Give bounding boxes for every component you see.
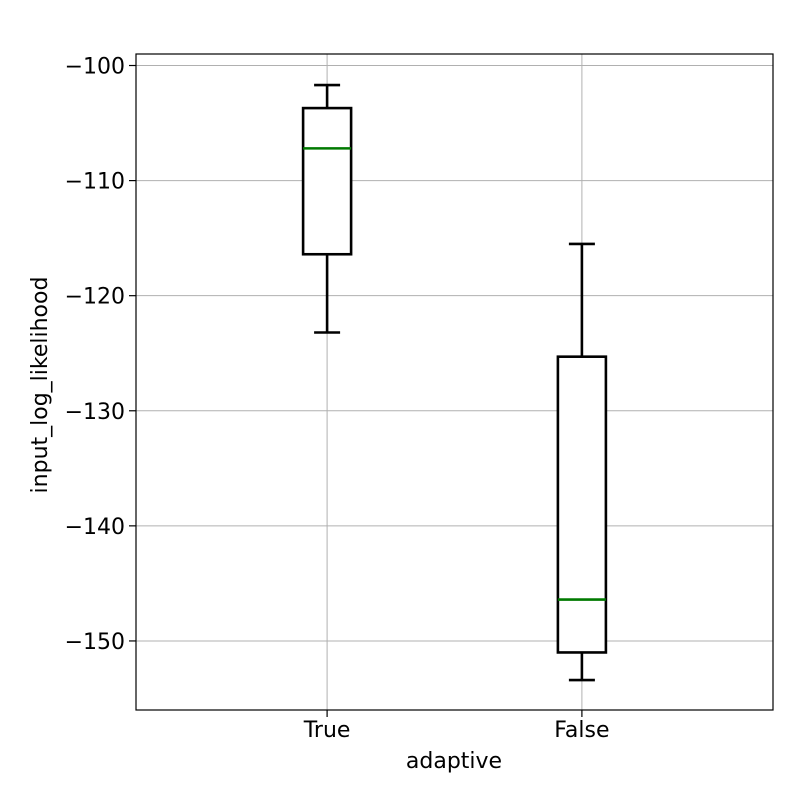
tick-layer: −100 −110 −120 −130 −140 −150 True False [65,55,610,743]
box-group-false [556,242,608,682]
box-layer [301,83,608,682]
y-tick-label: −110 [65,170,125,195]
y-tick-label: −140 [65,515,125,540]
x-axis-label: adaptive [406,749,502,774]
x-tick-label: False [554,718,609,743]
y-tick-label: −150 [65,630,125,655]
y-tick-label: −120 [65,285,125,310]
grid-layer [136,54,773,710]
iqr-box [556,355,608,654]
y-tick-label: −130 [65,400,125,425]
y-tick-label: −100 [65,55,125,80]
box-group-true [301,83,353,334]
x-tick-label: True [303,718,351,743]
plot-frame [135,53,774,711]
y-axis-label: input_log_likelihood [28,277,53,494]
iqr-box [301,106,353,256]
